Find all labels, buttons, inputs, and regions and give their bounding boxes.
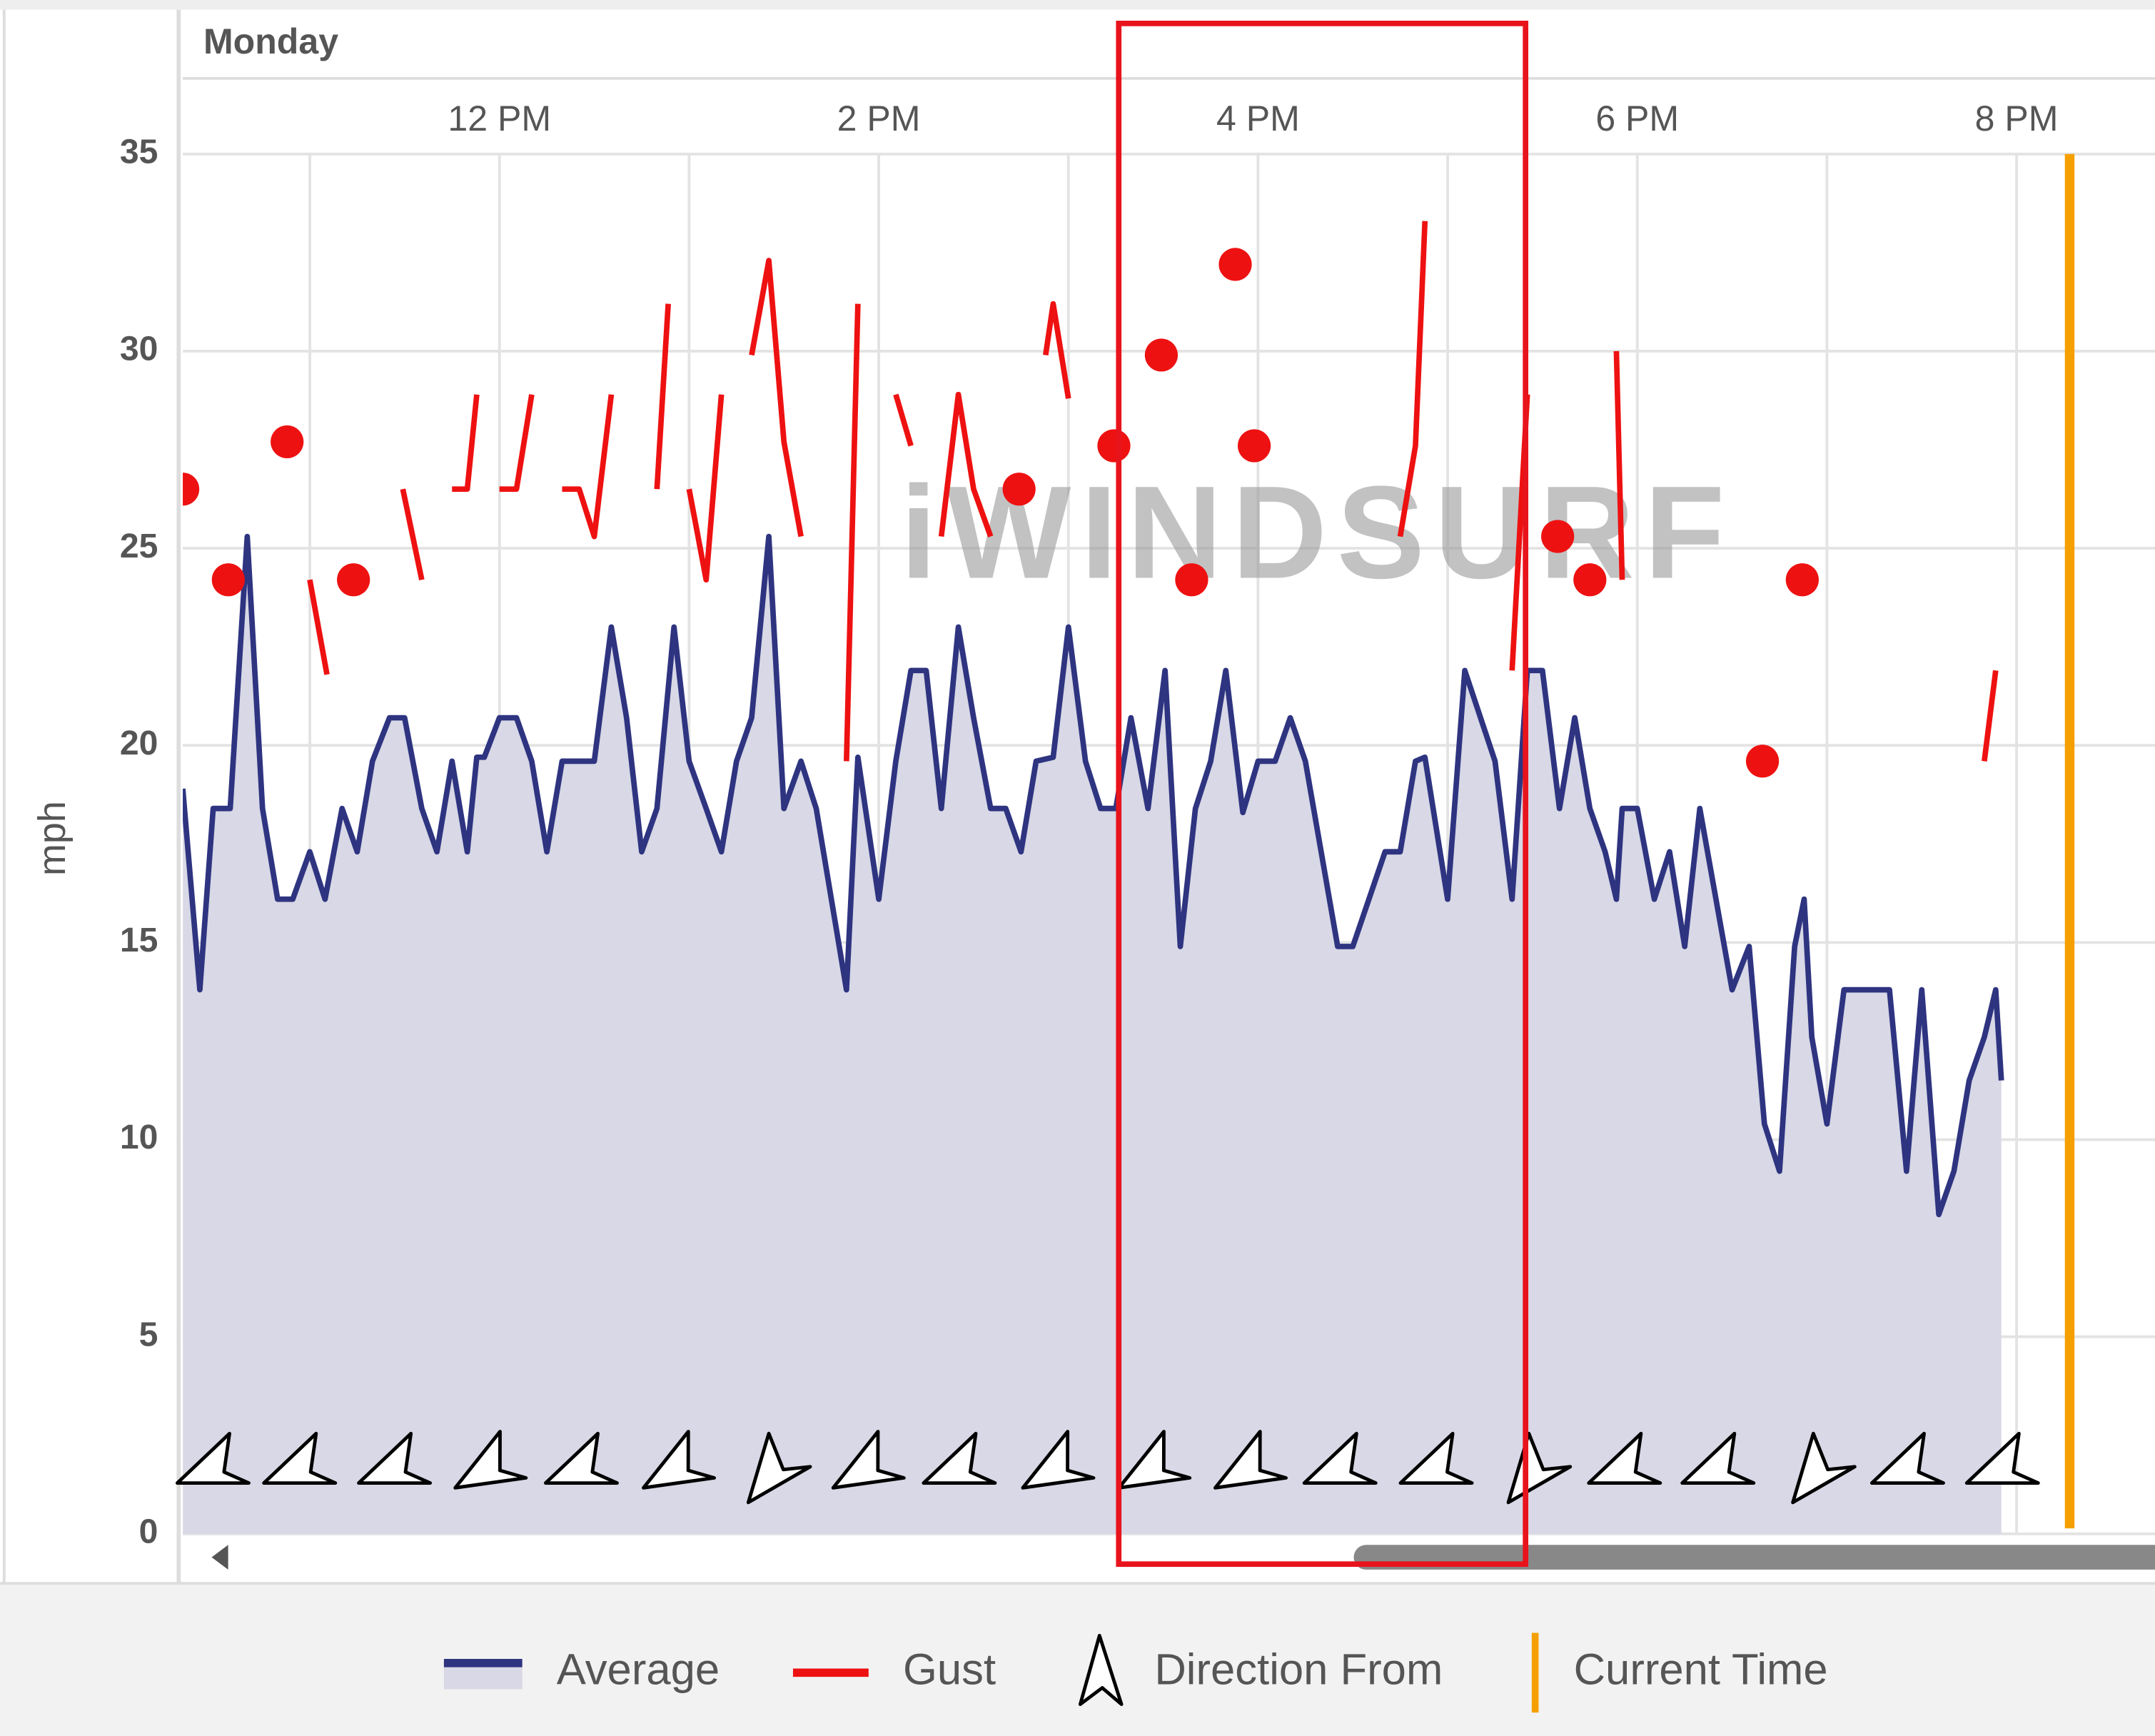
direction-arrow bbox=[1791, 1431, 1857, 1505]
area bbox=[183, 536, 2002, 1534]
direction-arrow bbox=[1021, 1430, 1096, 1490]
y-axis-label: mph bbox=[31, 801, 74, 876]
x-tick-label: 6 PM bbox=[1595, 99, 1679, 138]
lines bbox=[183, 221, 2004, 1218]
legend-label: Gust bbox=[903, 1645, 996, 1695]
x-tick-label: 8 PM bbox=[1975, 99, 2059, 138]
gust-point bbox=[1144, 338, 1179, 372]
gust-point bbox=[1785, 563, 1819, 597]
line bbox=[1043, 301, 1071, 399]
x-tick-label: 2 PM bbox=[837, 99, 921, 138]
direction-arrow bbox=[175, 1431, 251, 1485]
highlight-box bbox=[1116, 21, 1529, 1568]
direction-arrow bbox=[453, 1430, 528, 1490]
direction-arrow bbox=[1302, 1431, 1378, 1485]
direction-arrow bbox=[1213, 1430, 1288, 1490]
y-tick-label: 20 bbox=[120, 724, 158, 762]
gust-point bbox=[337, 563, 370, 597]
direction-arrow bbox=[642, 1430, 717, 1490]
direction-arrow bbox=[746, 1431, 812, 1505]
line bbox=[893, 393, 914, 447]
y-tick-label: 30 bbox=[120, 330, 158, 368]
direction-arrow bbox=[1398, 1431, 1474, 1485]
line bbox=[400, 488, 425, 581]
direction-arrow bbox=[262, 1431, 338, 1485]
gust-point bbox=[1541, 520, 1575, 553]
direction-arrow bbox=[922, 1431, 997, 1485]
legend: Average Gust Direction From Current Time bbox=[443, 1632, 1828, 1713]
line bbox=[562, 394, 615, 540]
y-tick-label: 25 bbox=[120, 527, 158, 565]
legend-label: Average bbox=[557, 1645, 720, 1695]
scroll-left-arrow[interactable] bbox=[211, 1545, 228, 1570]
y-tick-label: 10 bbox=[120, 1118, 158, 1156]
direction-arrow bbox=[1964, 1431, 2040, 1485]
direction-arrow bbox=[1587, 1431, 1662, 1485]
line bbox=[307, 579, 330, 675]
scroll-thumb[interactable] bbox=[1353, 1545, 2155, 1570]
direction-arrow bbox=[1117, 1430, 1192, 1490]
direction-arrow bbox=[1869, 1431, 1945, 1485]
gust-point bbox=[211, 563, 245, 597]
direction-arrow bbox=[543, 1431, 619, 1485]
areas bbox=[183, 536, 2002, 1534]
line bbox=[654, 303, 671, 490]
gust-point bbox=[1218, 248, 1252, 281]
x-tick-label: 4 PM bbox=[1216, 99, 1300, 138]
line bbox=[843, 303, 861, 762]
day-label: Monday bbox=[203, 21, 338, 61]
gust-point bbox=[1745, 745, 1780, 778]
legend-label: Direction From bbox=[1154, 1645, 1443, 1695]
y-tick-label: 5 bbox=[139, 1315, 158, 1353]
gust-point bbox=[1175, 563, 1208, 597]
legend-direction-icon bbox=[1078, 1633, 1124, 1707]
y-tick-label: 0 bbox=[139, 1513, 158, 1551]
gust-point bbox=[1002, 473, 1036, 506]
direction-arrow bbox=[1680, 1431, 1756, 1485]
line bbox=[1613, 350, 1625, 580]
line bbox=[1982, 670, 1999, 762]
line bbox=[499, 394, 535, 493]
line bbox=[686, 394, 725, 583]
y-tick-label: 35 bbox=[120, 132, 158, 171]
direction-arrow bbox=[357, 1431, 433, 1485]
line bbox=[938, 391, 994, 538]
gust-point bbox=[271, 425, 304, 459]
x-tick-label: 12 PM bbox=[448, 99, 551, 138]
line bbox=[183, 533, 2004, 1218]
top-border bbox=[0, 0, 2155, 10]
legend-background bbox=[0, 1583, 2155, 1736]
gust-point bbox=[1573, 563, 1607, 597]
y-tick-label: 15 bbox=[120, 921, 158, 959]
gust-point bbox=[1237, 429, 1271, 463]
gust-point bbox=[183, 473, 200, 506]
line bbox=[1397, 221, 1428, 538]
line bbox=[749, 258, 804, 538]
gust-point bbox=[1097, 429, 1131, 463]
line bbox=[452, 394, 480, 493]
direction-arrow bbox=[831, 1430, 906, 1490]
legend-label: Current Time bbox=[1574, 1645, 1828, 1695]
